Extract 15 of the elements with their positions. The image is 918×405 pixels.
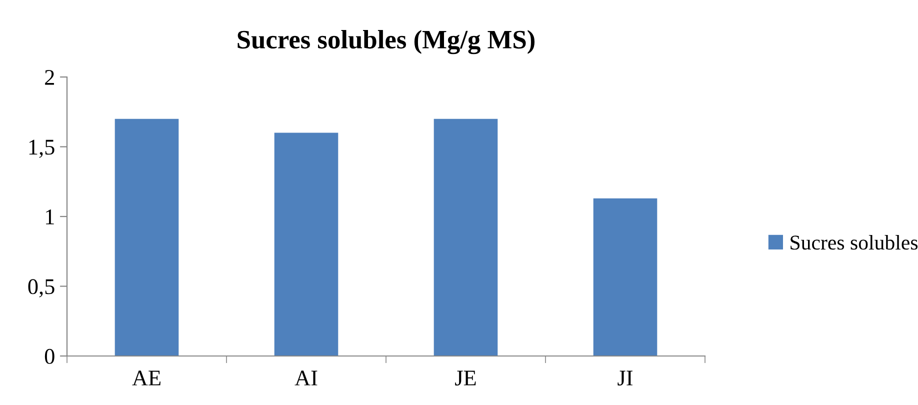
bar	[274, 132, 338, 356]
x-tick-label: AE	[132, 370, 160, 386]
legend-label: Sucres solubles	[790, 235, 918, 250]
y-tick-label: 1,5	[29, 140, 54, 158]
y-tick-label: 0,5	[28, 279, 54, 298]
bar	[593, 198, 658, 356]
y-tick-label: 2	[45, 70, 54, 85]
bar	[434, 118, 498, 356]
bar	[114, 118, 179, 356]
y-tick-label: 0	[44, 348, 54, 364]
x-tick-label: JI	[618, 370, 632, 386]
y-tick-label: 1	[46, 210, 54, 224]
x-tick-label: JE	[455, 370, 476, 386]
chart-title: Sucres solubles (Mg/g MS)	[238, 30, 535, 54]
x-tick-label: AI	[294, 370, 318, 386]
